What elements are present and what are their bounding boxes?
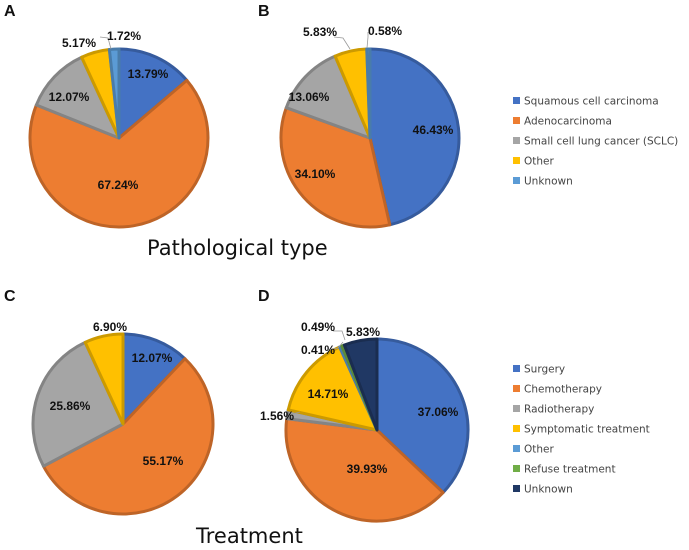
legend-label-pathological-squamous-cell-carcinoma: Squamous cell carcinoma — [524, 96, 659, 108]
pie-slice-d-surgery — [375, 337, 470, 495]
pie-slice-d-unknown — [342, 337, 379, 432]
pie-slice-b-small-cell-lung-cancer-sclc — [284, 54, 372, 140]
legend-swatch-pathological-unknown — [513, 177, 520, 184]
legend-label-treatment-surgery: Surgery — [524, 364, 565, 376]
label-d-chemo: 39.93% — [347, 462, 388, 476]
label-d-surgery: 37.06% — [418, 405, 459, 419]
label-c-chemo: 55.17% — [143, 454, 184, 468]
panel-label-a: A — [4, 3, 16, 20]
section-title-pathological: Pathological type — [147, 236, 328, 260]
label-a-other: 5.17% — [62, 36, 96, 50]
pie-slice-c-radiotherapy — [31, 340, 125, 468]
panel-label-b: B — [258, 3, 270, 20]
pie-slice-d-chemotherapy — [284, 417, 445, 523]
pie-slice-a-unknown — [107, 47, 121, 140]
leader-line-a-unknown — [99, 36, 112, 50]
label-c-symptomatic: 6.90% — [93, 320, 127, 334]
legend-swatch-pathological-small-cell-lung-cancer-sclc — [513, 137, 520, 144]
pie-slice-b-unknown — [365, 47, 372, 140]
pie-slice-b-adenocarcinoma — [279, 106, 392, 229]
legend-label-treatment-unknown: Unknown — [524, 484, 573, 496]
leader-line-b-other — [333, 36, 351, 50]
label-c-surgery: 12.07% — [132, 351, 173, 365]
label-c-radio: 25.86% — [50, 399, 91, 413]
legend-treatment: Surgery Chemotherapy Radiotherapy Symptomat… — [513, 364, 650, 496]
legend-swatch-pathological-squamous-cell-carcinoma — [513, 97, 520, 104]
label-a-squamous: 13.79% — [128, 67, 169, 81]
legend-swatch-treatment-other — [513, 445, 520, 452]
legend-label-treatment-symptomatic-treatment: Symptomatic treatment — [524, 424, 650, 436]
legend-label-treatment-other: Other — [524, 444, 554, 456]
slice-labels: 13.79% 67.24% 12.07% 5.17% 1.72% 46.43% … — [49, 24, 459, 476]
leader-line-d-unknown-top — [333, 330, 346, 341]
label-b-unknown: 0.58% — [368, 24, 402, 38]
legend-swatch-treatment-surgery — [513, 365, 520, 372]
label-b-adeno: 34.10% — [295, 167, 336, 181]
label-a-adeno: 67.24% — [98, 178, 139, 192]
legend-label-treatment-refuse-treatment: Refuse treatment — [524, 464, 616, 476]
pie-slice-a-adenocarcinoma — [28, 78, 210, 229]
leader-line-d-refuse — [332, 341, 344, 350]
label-b-sclc: 13.06% — [289, 90, 330, 104]
legend-label-pathological-small-cell-lung-cancer-sclc: Small cell lung cancer (SCLC) — [524, 136, 678, 148]
legend-swatch-treatment-symptomatic-treatment — [513, 425, 520, 432]
label-d-radio: 1.56% — [260, 409, 294, 423]
legend-swatch-pathological-other — [513, 157, 520, 164]
legend-pathological: Squamous cell carcinoma Adenocarcinoma Sma… — [513, 96, 678, 188]
pie-chart-a — [28, 47, 210, 229]
label-a-unknown: 1.72% — [107, 29, 141, 43]
section-title-treatment: Treatment — [195, 524, 303, 548]
pie-chart-b — [279, 47, 461, 229]
label-d-refuse: 0.49% — [301, 320, 335, 334]
legend-swatch-pathological-adenocarcinoma — [513, 117, 520, 124]
legend-swatch-treatment-chemotherapy — [513, 385, 520, 392]
legend-label-treatment-chemotherapy: Chemotherapy — [524, 384, 602, 396]
legend-swatch-treatment-radiotherapy — [513, 405, 520, 412]
label-d-symptomatic: 14.71% — [308, 387, 349, 401]
label-a-sclc: 12.07% — [49, 90, 90, 104]
label-d-unknown: 5.83% — [346, 325, 380, 339]
panel-label-c: C — [4, 288, 16, 305]
panel-label-d: D — [258, 288, 270, 305]
pie-chart-c — [31, 332, 215, 516]
label-b-other: 5.83% — [303, 25, 337, 39]
label-b-squamous: 46.43% — [413, 123, 454, 137]
legend-label-pathological-unknown: Unknown — [524, 176, 573, 188]
leader-line-b-unknown — [366, 32, 369, 49]
pie-chart-d — [284, 337, 470, 523]
legend-label-pathological-other: Other — [524, 156, 554, 168]
legend-label-treatment-radiotherapy: Radiotherapy — [524, 404, 594, 416]
pie-slice-a-squamous-cell-carcinoma — [117, 47, 189, 140]
legend-swatch-treatment-refuse-treatment — [513, 465, 520, 472]
leader-lines — [99, 32, 369, 415]
legend-label-pathological-adenocarcinoma: Adenocarcinoma — [524, 116, 612, 128]
leader-line-d-radiotherapy — [291, 411, 301, 415]
pie-slice-c-symptomatic-treatment — [83, 332, 125, 426]
pie-slice-b-squamous-cell-carcinoma — [368, 47, 461, 227]
legend-swatch-treatment-unknown — [513, 485, 520, 492]
label-d-other: 0.41% — [301, 343, 335, 357]
pie-slice-c-chemotherapy — [41, 357, 215, 516]
